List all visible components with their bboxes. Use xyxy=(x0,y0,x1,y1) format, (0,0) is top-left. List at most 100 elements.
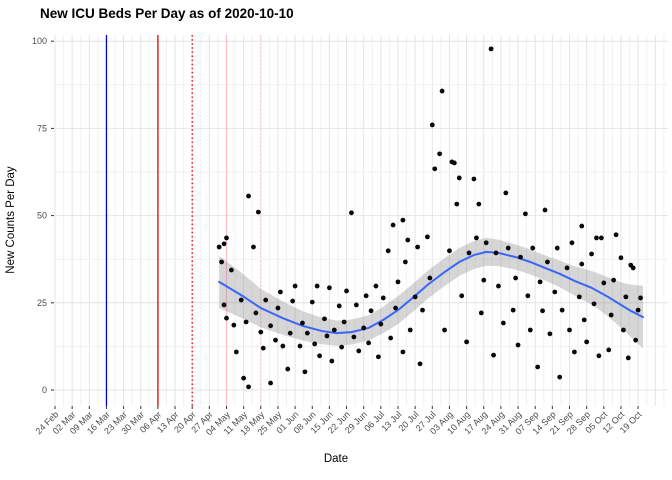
data-point xyxy=(491,352,496,358)
data-point xyxy=(598,235,604,241)
data-point xyxy=(542,207,548,213)
data-point xyxy=(635,307,641,313)
data-point xyxy=(400,349,406,355)
data-point xyxy=(633,337,639,343)
data-point xyxy=(608,312,614,318)
data-point xyxy=(285,366,291,372)
data-point xyxy=(464,339,469,345)
data-point xyxy=(341,319,347,325)
data-point xyxy=(572,349,577,355)
data-point xyxy=(476,201,482,207)
data-point xyxy=(263,297,269,303)
data-point xyxy=(569,240,575,246)
data-point xyxy=(219,259,225,265)
smooth-line xyxy=(218,250,644,335)
data-point xyxy=(349,210,354,216)
data-point xyxy=(576,294,582,300)
data-point xyxy=(425,234,430,240)
data-point xyxy=(309,299,315,305)
data-point xyxy=(589,251,594,257)
data-point xyxy=(278,289,283,295)
data-point xyxy=(339,344,345,350)
data-point xyxy=(385,248,391,254)
data-point xyxy=(451,160,457,166)
data-point xyxy=(427,275,433,281)
data-point xyxy=(376,354,381,360)
data-point xyxy=(327,285,332,291)
data-point xyxy=(268,380,273,386)
data-point xyxy=(523,211,528,217)
data-point xyxy=(302,369,308,375)
data-point xyxy=(557,374,563,380)
data-point xyxy=(581,317,587,323)
data-point xyxy=(290,298,296,304)
data-point xyxy=(567,327,572,333)
y-tick-label: 25 xyxy=(37,298,47,308)
data-point xyxy=(513,275,518,281)
data-point xyxy=(625,355,631,361)
data-point xyxy=(454,201,460,207)
data-point xyxy=(530,245,536,251)
data-point xyxy=(246,193,251,199)
data-point xyxy=(459,293,465,299)
data-point xyxy=(407,327,413,333)
data-point xyxy=(432,166,438,172)
y-tick-label: 50 xyxy=(37,211,47,221)
y-axis-title: New Counts Per Day xyxy=(5,166,17,274)
data-point xyxy=(268,323,273,329)
data-point xyxy=(260,345,266,351)
data-point xyxy=(638,295,643,301)
data-point xyxy=(515,342,521,348)
data-point xyxy=(437,151,443,157)
data-point xyxy=(273,337,278,343)
data-point xyxy=(229,267,234,273)
data-point xyxy=(317,353,322,359)
data-point xyxy=(488,46,494,52)
data-point xyxy=(447,248,452,254)
data-point xyxy=(322,316,327,322)
data-point xyxy=(500,320,506,326)
data-point xyxy=(221,302,227,308)
data-point xyxy=(621,327,626,333)
data-point xyxy=(429,122,435,128)
data-point xyxy=(537,279,543,285)
data-point xyxy=(275,305,281,311)
data-point xyxy=(456,175,462,181)
data-point xyxy=(505,245,511,251)
data-point xyxy=(353,302,359,308)
data-point xyxy=(493,250,499,256)
data-point xyxy=(564,265,570,271)
data-point xyxy=(540,308,545,314)
data-point xyxy=(510,307,516,313)
data-point xyxy=(238,297,244,303)
data-point xyxy=(324,333,330,339)
data-point xyxy=(221,241,227,247)
data-point xyxy=(474,235,479,241)
data-point xyxy=(255,209,261,215)
data-point xyxy=(466,250,472,256)
data-point xyxy=(596,353,602,359)
data-point xyxy=(594,235,599,241)
data-point xyxy=(378,321,384,327)
data-point xyxy=(373,283,379,289)
data-point xyxy=(246,384,251,390)
data-point xyxy=(216,244,222,250)
data-point xyxy=(390,222,396,228)
x-axis-title: Date xyxy=(323,453,349,465)
data-point xyxy=(336,303,342,309)
data-point xyxy=(518,254,523,260)
data-point xyxy=(442,327,447,333)
data-point xyxy=(405,237,411,243)
data-point xyxy=(361,325,367,331)
data-point xyxy=(559,307,565,313)
data-point xyxy=(224,235,229,241)
data-point xyxy=(233,349,239,355)
data-point xyxy=(344,288,349,294)
data-point xyxy=(292,283,298,289)
data-point xyxy=(525,293,531,299)
data-point xyxy=(496,283,501,289)
data-point xyxy=(547,331,553,337)
y-tick-label: 75 xyxy=(37,123,47,133)
